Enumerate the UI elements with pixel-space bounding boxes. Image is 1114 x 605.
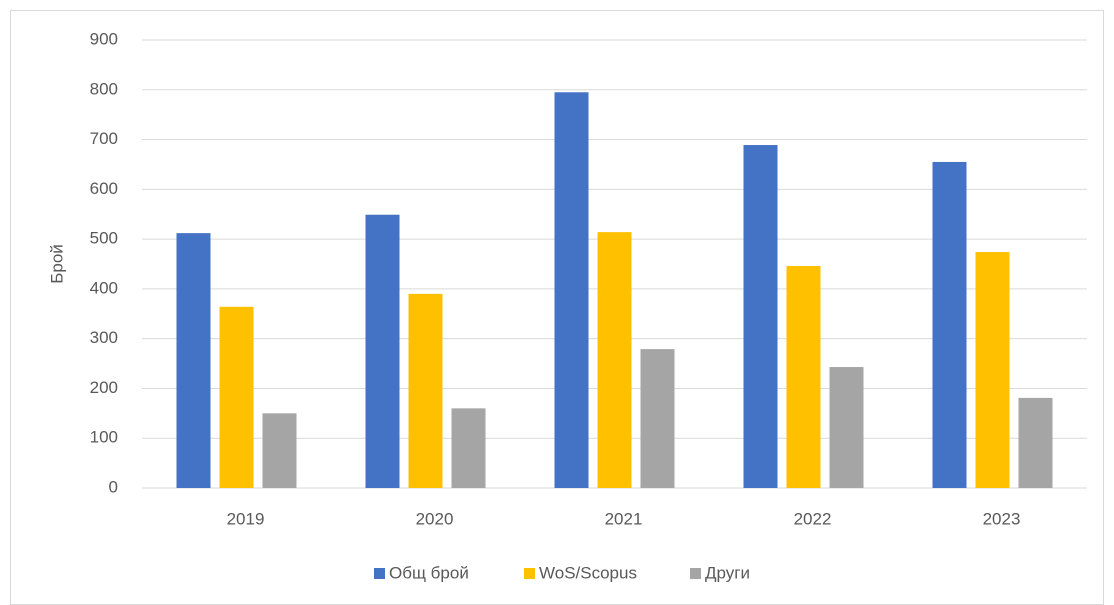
- bar: [262, 413, 297, 488]
- y-tick-label: 500: [90, 229, 118, 248]
- y-tick-label: 100: [90, 428, 118, 447]
- bar: [408, 293, 443, 488]
- legend-swatch: [374, 568, 385, 579]
- legend-label: Общ брой: [389, 563, 469, 582]
- legend-label: WoS/Scopus: [539, 563, 637, 582]
- bar: [932, 161, 967, 488]
- x-tick-label: 2020: [416, 509, 454, 528]
- bar: [743, 145, 778, 488]
- legend-swatch: [524, 568, 535, 579]
- bar: [786, 265, 821, 488]
- x-tick-label: 2022: [794, 509, 832, 528]
- y-axis-label: Брой: [47, 244, 66, 284]
- bar: [975, 252, 1010, 488]
- bar: [597, 232, 632, 488]
- bar: [219, 306, 254, 488]
- bar: [176, 233, 211, 488]
- bar: [1018, 397, 1053, 488]
- y-tick-label: 900: [90, 29, 118, 48]
- y-tick-label: 600: [90, 179, 118, 198]
- legend-label: Други: [705, 563, 750, 582]
- bar: [640, 349, 675, 488]
- x-tick-label: 2023: [983, 509, 1021, 528]
- legend-swatch: [690, 568, 701, 579]
- x-tick-label: 2019: [227, 509, 265, 528]
- y-tick-label: 400: [90, 278, 118, 297]
- bar: [451, 408, 486, 488]
- y-tick-label: 800: [90, 79, 118, 98]
- bar: [554, 92, 589, 489]
- bar: [829, 367, 864, 488]
- y-tick-label: 300: [90, 328, 118, 347]
- y-tick-label: 200: [90, 378, 118, 397]
- x-tick-label: 2021: [605, 509, 643, 528]
- bar: [365, 214, 400, 488]
- y-tick-label: 0: [109, 477, 118, 496]
- y-tick-label: 700: [90, 129, 118, 148]
